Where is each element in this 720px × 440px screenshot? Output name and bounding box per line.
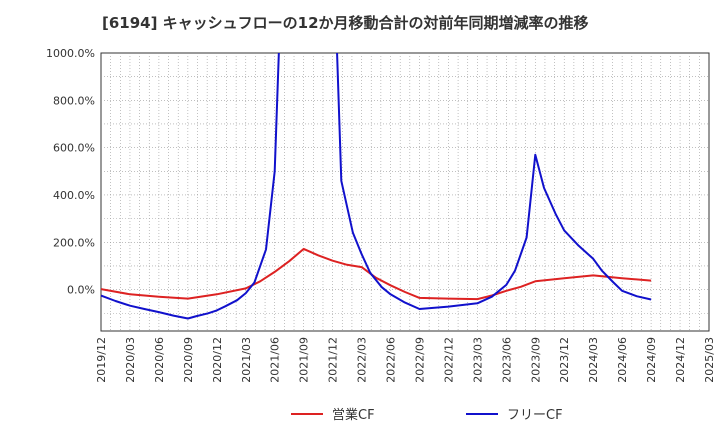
y-tick-label: 800.0% <box>53 94 95 107</box>
x-tick-label: 2021/03 <box>240 337 253 383</box>
x-tick-label: 2021/06 <box>269 337 282 383</box>
x-tick-label: 2022/12 <box>442 337 455 383</box>
x-tick-label: 2021/09 <box>298 337 311 383</box>
x-tick-label: 2020/03 <box>124 337 137 383</box>
legend-label: フリーCF <box>507 408 563 423</box>
series-line-operating-cf <box>101 247 652 301</box>
y-tick-label: 600.0% <box>53 142 95 155</box>
x-tick-label: 2024/03 <box>587 337 600 383</box>
x-tick-label: 2022/03 <box>356 337 369 383</box>
x-tick-label: 2022/09 <box>413 337 426 383</box>
x-tick-label: 2023/06 <box>500 337 513 383</box>
plot-area <box>100 52 710 332</box>
series-line-free-cf <box>101 53 652 320</box>
x-tick-label: 2020/06 <box>153 337 166 383</box>
x-tick-label: 2023/12 <box>558 337 571 383</box>
x-tick-label: 2020/12 <box>211 337 224 383</box>
chart-title: [6194] キャッシュフローの12か月移動合計の対前年同期増減率の推移 <box>102 14 589 32</box>
x-tick-label: 2020/09 <box>182 337 195 383</box>
x-tick-label: 2021/12 <box>327 337 340 383</box>
y-tick-label: 200.0% <box>53 236 95 249</box>
y-tick-label: 400.0% <box>53 189 95 202</box>
x-tick-label: 2024/12 <box>674 337 687 383</box>
x-tick-label: 2023/09 <box>529 337 542 383</box>
y-tick-label: 0.0% <box>67 284 95 297</box>
series-group <box>101 53 652 320</box>
x-tick-label: 2022/06 <box>385 337 398 383</box>
x-tick-label: 2023/03 <box>471 337 484 383</box>
legend-label: 営業CF <box>332 407 375 423</box>
x-tick-label: 2024/09 <box>645 337 658 383</box>
x-tick-label: 2019/12 <box>95 337 108 383</box>
y-tick-label: 1000.0% <box>46 47 95 60</box>
x-tick-label: 2024/06 <box>616 337 629 383</box>
x-tick-label: 2025/03 <box>703 337 716 383</box>
